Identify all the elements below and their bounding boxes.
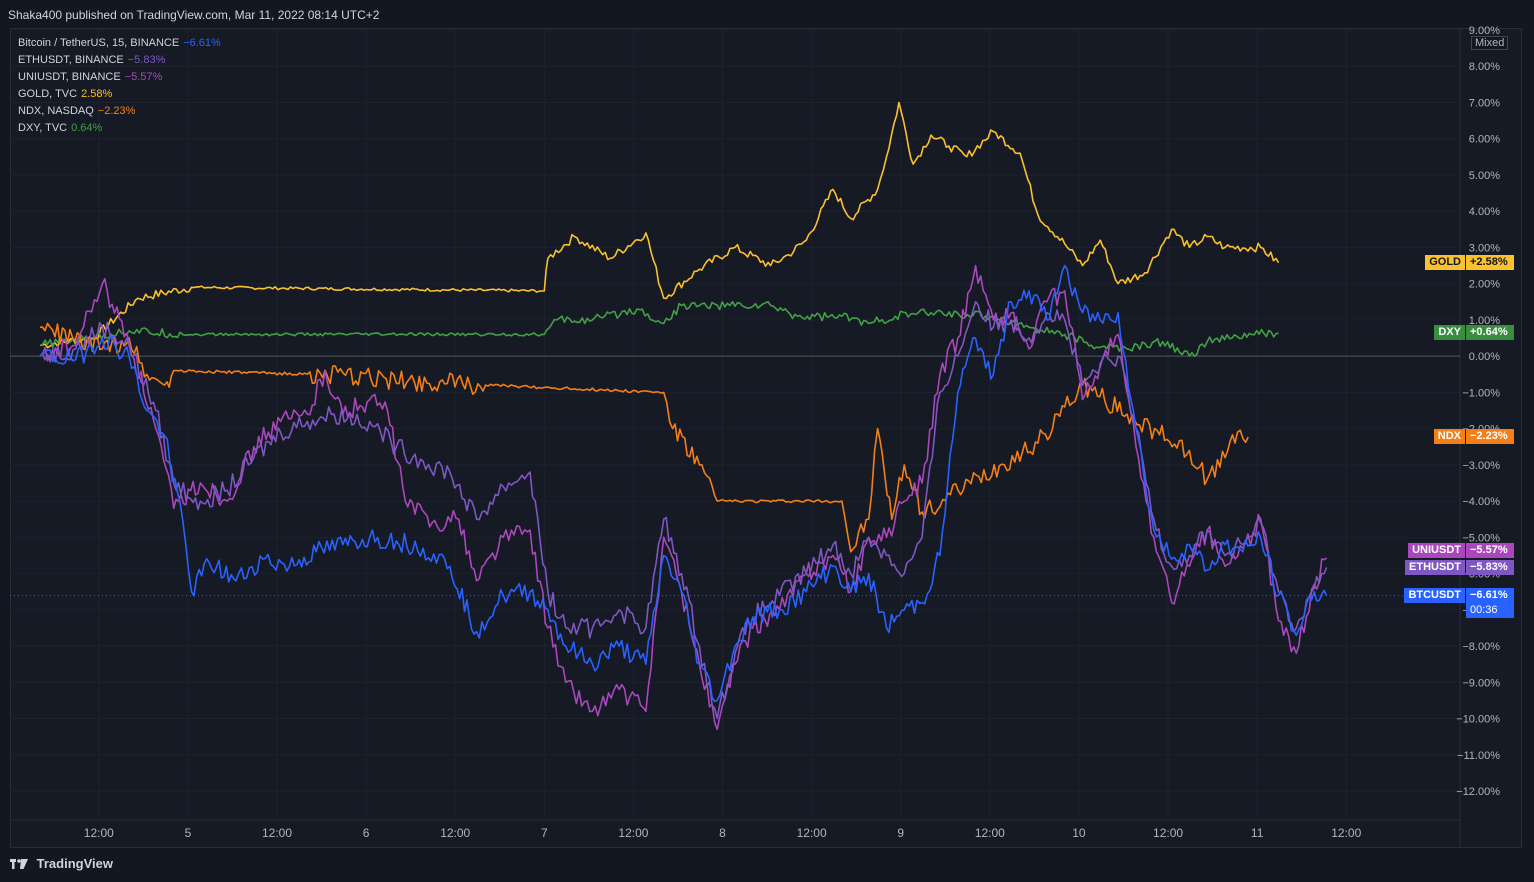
legend: Bitcoin / TetherUS, 15, BINANCE −6.61% ETH… (18, 35, 221, 137)
legend-row[interactable]: ETHUSDT, BINANCE −5.83% (18, 52, 221, 69)
publisher-line: Shaka400 published on TradingView.com, M… (8, 8, 380, 22)
price-tag-value: −6.61% (1470, 588, 1508, 601)
y-tick-label: 4.00% (1469, 206, 1500, 218)
x-tick-label: 10 (1072, 826, 1086, 840)
x-tick-label: 7 (541, 826, 548, 840)
y-tick-label: 1.00% (1469, 315, 1500, 327)
series-line (39, 322, 1249, 553)
x-tick-label: 12:00 (975, 826, 1005, 840)
series-line (39, 101, 1280, 349)
y-tick-label: −1.00% (1462, 387, 1500, 399)
y-tick-label: −12.00% (1456, 786, 1500, 798)
price-tag: +0.64% DXY (1434, 324, 1514, 340)
series-line (39, 264, 1328, 703)
legend-change: −2.23% (97, 105, 136, 117)
x-tick-label: 8 (719, 826, 726, 840)
y-tick-label: 0.00% (1469, 351, 1500, 363)
y-tick-label: −11.00% (1457, 750, 1500, 762)
series-line (39, 301, 1328, 720)
price-tag-name: DXY (1434, 324, 1465, 340)
price-tag: −5.83% ETHUSDT (1405, 559, 1514, 575)
price-tag-value: −5.57% (1470, 543, 1508, 556)
y-tick-label: 8.00% (1469, 61, 1500, 73)
x-tick-label: 12:00 (262, 826, 292, 840)
legend-change: −5.57% (124, 71, 163, 83)
legend-row[interactable]: Bitcoin / TetherUS, 15, BINANCE −6.61% (18, 35, 221, 52)
scale-mode-button[interactable]: Mixed (1471, 36, 1509, 50)
price-tag-name: ETHUSDT (1405, 559, 1465, 575)
x-tick-label: 9 (897, 826, 904, 840)
price-tag-value: −2.23% (1470, 429, 1508, 442)
legend-label: NDX, NASDAQ (18, 105, 94, 117)
x-tick-label: 12:00 (618, 826, 648, 840)
price-tag-name: UNIUSDT (1408, 542, 1465, 558)
y-tick-label: −10.00% (1456, 714, 1500, 726)
legend-row[interactable]: DXY, TVC 0.64% (18, 120, 221, 137)
top-bar: Shaka400 published on TradingView.com, M… (0, 0, 1534, 28)
legend-row[interactable]: UNIUSDT, BINANCE −5.57% (18, 69, 221, 86)
x-tick-label: 12:00 (84, 826, 114, 840)
y-tick-label: 3.00% (1469, 242, 1500, 254)
legend-change: 2.58% (81, 88, 113, 100)
price-tag-value: −5.83% (1470, 560, 1508, 573)
x-tick-label: 11 (1251, 826, 1264, 840)
y-tick-label: −9.00% (1462, 677, 1500, 689)
series-line (39, 264, 1328, 731)
price-tag-name: BTCUSDT (1404, 587, 1465, 603)
legend-label: Bitcoin / TetherUS, 15, BINANCE (18, 37, 180, 49)
x-tick-label: 6 (363, 826, 370, 840)
price-tag: −2.23% NDX (1433, 428, 1514, 444)
price-tag: +2.58% GOLD (1425, 254, 1514, 270)
y-tick-label: −5.00% (1462, 532, 1500, 544)
tradingview-logo-icon (10, 859, 28, 869)
price-tag-countdown: 00:36 (1470, 603, 1498, 616)
footer-brand-label: TradingView (36, 856, 113, 871)
legend-change: 0.64% (71, 122, 103, 134)
legend-change: −5.83% (127, 54, 166, 66)
price-tag: −5.57% UNIUSDT (1408, 542, 1514, 558)
x-tick-label: 12:00 (1153, 826, 1183, 840)
y-tick-label: 5.00% (1469, 170, 1500, 182)
x-tick-label: 12:00 (1331, 826, 1361, 840)
y-tick-label: −4.00% (1462, 496, 1500, 508)
price-tag-value: +0.64% (1470, 325, 1508, 338)
legend-label: DXY, TVC (18, 122, 68, 134)
footer-brand[interactable]: TradingView (10, 856, 113, 871)
price-tag-name: GOLD (1425, 254, 1465, 270)
price-tag-value: +2.58% (1470, 255, 1508, 268)
x-tick-label: 5 (185, 826, 192, 840)
price-tag: −6.61% BTCUSDT 00:36 (1404, 587, 1514, 618)
legend-label: GOLD, TVC (18, 88, 78, 100)
legend-change: −6.61% (183, 37, 221, 49)
y-tick-label: −3.00% (1462, 460, 1500, 472)
legend-label: UNIUSDT, BINANCE (18, 71, 121, 83)
x-tick-label: 12:00 (440, 826, 470, 840)
y-tick-label: 7.00% (1469, 97, 1500, 109)
legend-row[interactable]: GOLD, TVC 2.58% (18, 86, 221, 103)
y-tick-label: −8.00% (1462, 641, 1500, 653)
y-tick-label: 6.00% (1469, 134, 1500, 146)
price-tag-name: NDX (1433, 428, 1465, 444)
legend-label: ETHUSDT, BINANCE (18, 54, 124, 66)
series-line (39, 300, 1279, 358)
x-tick-label: 12:00 (797, 826, 827, 840)
y-tick-label: 2.00% (1469, 279, 1500, 291)
y-tick-label: 9.00% (1469, 25, 1500, 37)
legend-row[interactable]: NDX, NASDAQ −2.23% (18, 103, 221, 120)
